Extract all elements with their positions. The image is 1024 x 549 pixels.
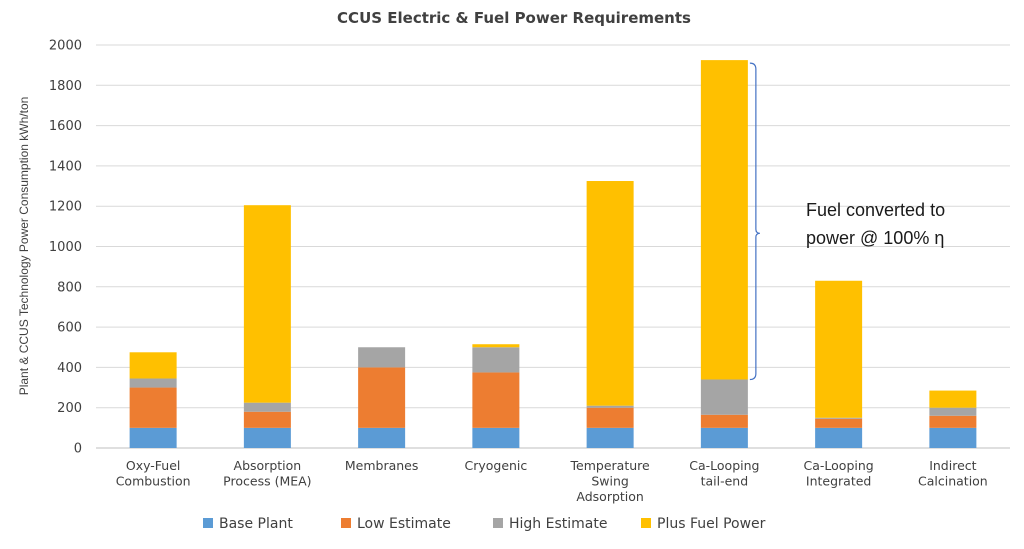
bar-segment-low-estimate — [815, 418, 863, 428]
legend-label: High Estimate — [509, 516, 607, 532]
bar-segment-high-estimate — [129, 378, 177, 388]
y-tick-label: 800 — [57, 280, 82, 295]
x-tick-label-line: Ca-Looping — [804, 458, 874, 473]
x-tick-label: Ca-Looping Integrated — [804, 458, 874, 489]
y-tick-label: 600 — [57, 321, 82, 336]
x-tick-label-line: tail-end — [701, 474, 749, 489]
legend-label: Plus Fuel Power — [657, 516, 766, 532]
bar-segment-base-plant — [243, 427, 291, 448]
legend: Base Plant Low Estimate High Estimate Plus … — [203, 516, 766, 532]
y-tick-label: 200 — [57, 401, 82, 416]
x-tick-label-line: Absorption — [234, 458, 302, 473]
y-tick-label: 2000 — [49, 39, 82, 54]
y-tick-label: 1200 — [49, 200, 82, 215]
legend-swatch — [203, 518, 213, 528]
y-tick-label: 400 — [57, 361, 82, 376]
legend-label: Base Plant — [219, 516, 293, 532]
annotation: Fuel converted to power @ 100% η — [749, 62, 945, 381]
annotation-line: power @ 100% η — [806, 228, 944, 248]
bar-segment-high-estimate — [472, 347, 520, 373]
bar-segment-base-plant — [358, 427, 406, 448]
bar-segment-high-estimate — [243, 402, 291, 412]
x-tick-label-line: Oxy-Fuel — [126, 458, 181, 473]
y-tick-label: 1600 — [49, 119, 82, 134]
bar-segment-low-estimate — [243, 411, 291, 428]
x-tick-label: Oxy-Fuel Combustion — [116, 458, 191, 489]
bar-segment-low-estimate — [358, 367, 406, 428]
x-axis-labels: Oxy-Fuel Combustion Absorption Process (MEA… — [116, 458, 988, 504]
bar-segment-low-estimate — [129, 387, 177, 428]
bar-segment-high-estimate — [700, 379, 748, 415]
bar-segment-high-estimate — [586, 405, 634, 408]
annotation-text: Fuel converted to power @ 100% η — [806, 200, 945, 248]
bar-segment-base-plant — [129, 427, 177, 448]
bar-segment-low-estimate — [472, 372, 520, 428]
bar-segment-base-plant — [700, 427, 748, 448]
x-tick-label-line: Membranes — [345, 458, 419, 473]
chart-title: CCUS Electric & Fuel Power Requirements — [337, 9, 691, 27]
bars — [129, 60, 977, 448]
x-tick-label: Temperature Swing Adsorption — [570, 458, 650, 504]
y-tick-label: 0 — [74, 442, 82, 457]
x-tick-label: Membranes — [345, 458, 419, 473]
annotation-bracket — [749, 62, 760, 381]
annotation-line: Fuel converted to — [806, 200, 945, 220]
y-axis-label: Plant & CCUS Technology Power Consumptio… — [17, 97, 31, 396]
x-tick-label-line: Ca-Looping — [689, 458, 759, 473]
x-tick-label-line: Temperature — [570, 458, 650, 473]
legend-swatch — [493, 518, 503, 528]
bar-segment-low-estimate — [586, 407, 634, 428]
bar-segment-plus-fuel-power — [472, 344, 520, 348]
bar-segment-base-plant — [586, 427, 634, 448]
bar-segment-plus-fuel-power — [929, 390, 977, 408]
bar-segment-base-plant — [815, 427, 863, 448]
x-tick-label-line: Swing — [591, 474, 629, 489]
bar-segment-high-estimate — [815, 417, 863, 419]
x-tick-label-line: Process (MEA) — [223, 474, 311, 489]
bar-segment-high-estimate — [929, 407, 977, 416]
legend-swatch — [641, 518, 651, 528]
y-axis-ticks: 0 200 400 600 800 1000 1200 1400 1600 1800 2000 — [49, 39, 82, 457]
bar-segment-plus-fuel-power — [586, 181, 634, 406]
x-tick-label: Ca-Looping tail-end — [689, 458, 759, 489]
bar-segment-low-estimate — [929, 415, 977, 428]
y-tick-label: 1800 — [49, 79, 82, 94]
x-tick-label-line: Adsorption — [576, 489, 643, 504]
x-tick-label: Indirect Calcination — [918, 458, 988, 489]
x-tick-label-line: Indirect — [929, 458, 976, 473]
bar-segment-base-plant — [472, 427, 520, 448]
bar-segment-base-plant — [929, 427, 977, 448]
bar-segment-plus-fuel-power — [243, 205, 291, 403]
legend-swatch — [341, 518, 351, 528]
bar-segment-plus-fuel-power — [815, 280, 863, 418]
x-tick-label-line: Combustion — [116, 474, 191, 489]
x-tick-label: Cryogenic — [464, 458, 527, 473]
x-tick-label-line: Calcination — [918, 474, 988, 489]
legend-label: Low Estimate — [357, 516, 451, 532]
x-tick-label: Absorption Process (MEA) — [223, 458, 311, 489]
bar-segment-plus-fuel-power — [700, 60, 748, 380]
y-tick-label: 1000 — [49, 240, 82, 255]
bar-segment-high-estimate — [358, 347, 406, 368]
x-tick-label-line: Cryogenic — [464, 458, 527, 473]
bar-segment-plus-fuel-power — [129, 352, 177, 379]
y-tick-label: 1400 — [49, 159, 82, 174]
bar-segment-low-estimate — [700, 414, 748, 428]
x-tick-label-line: Integrated — [806, 474, 871, 489]
